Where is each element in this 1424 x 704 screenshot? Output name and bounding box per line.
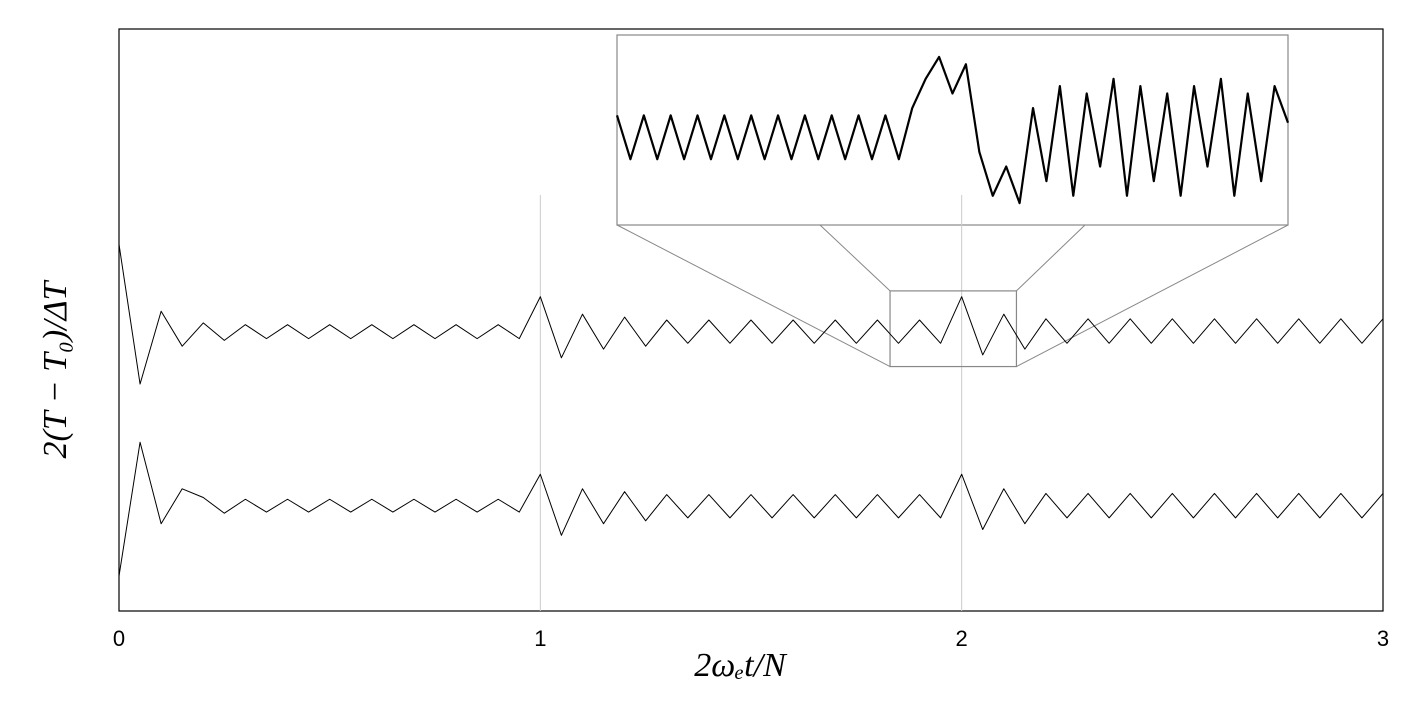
signal-line <box>615 55 1290 205</box>
zoom-connector <box>1016 224 1289 368</box>
x-axis-label: 2ωₑt/N <box>694 647 788 684</box>
x-tick-label: 3 <box>1377 626 1389 651</box>
x-tick-label: 2 <box>956 626 968 651</box>
signal-line <box>118 441 1384 577</box>
x-tick-label: 1 <box>534 626 546 651</box>
signal-line <box>118 244 1384 385</box>
inset-frame <box>616 34 1289 226</box>
plot-frame <box>118 28 1384 612</box>
zoom-box <box>889 290 1018 368</box>
zoom-connector <box>616 224 891 368</box>
y-axis-label: 2(T − T₀)/ΔT <box>37 279 74 458</box>
zoom-connector <box>819 224 891 292</box>
zoom-connector <box>1016 224 1086 292</box>
x-tick-label: 0 <box>113 626 125 651</box>
